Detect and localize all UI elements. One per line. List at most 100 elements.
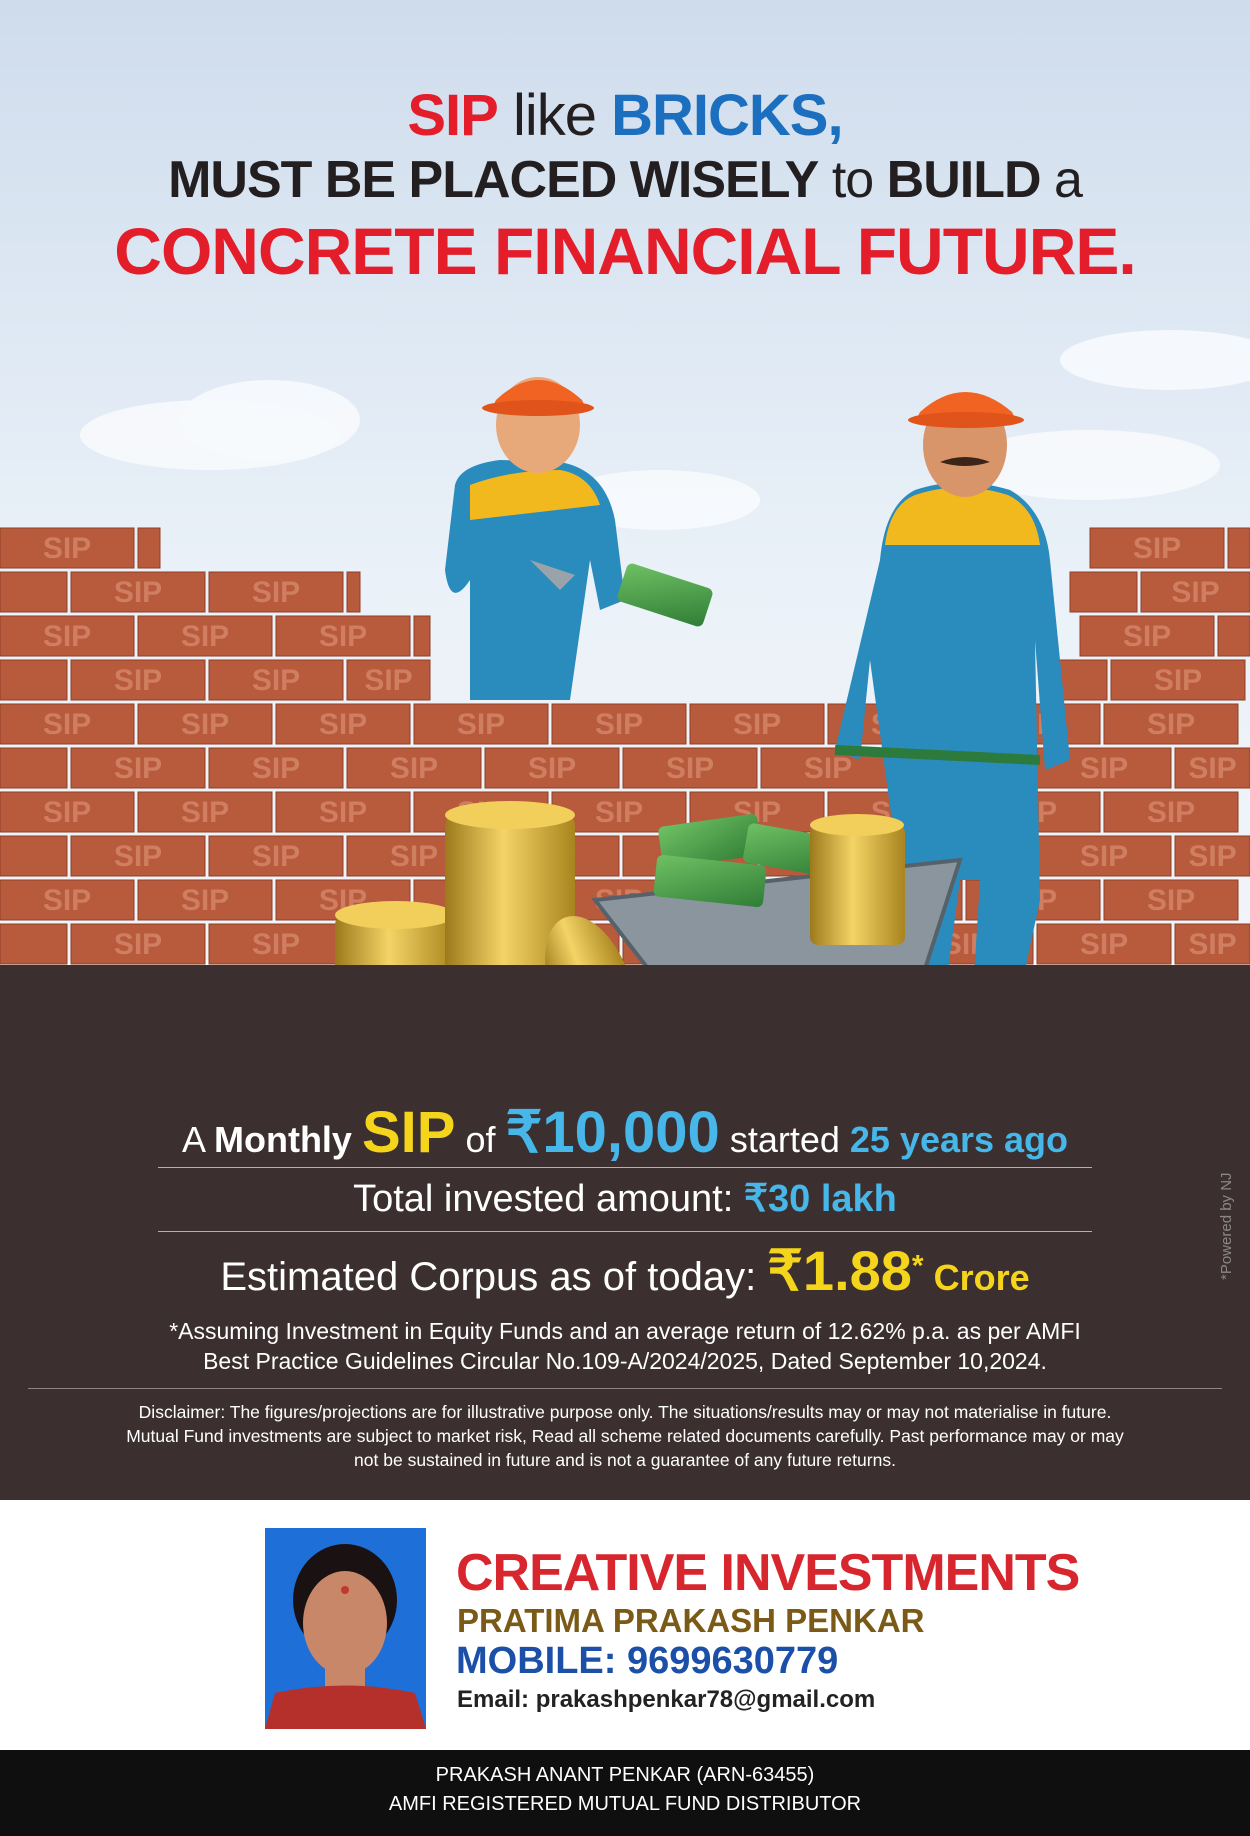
brick: [346, 571, 361, 613]
brick: [622, 747, 758, 789]
corpus-asterisk: *: [911, 1249, 924, 1283]
brick-sip-label: SIP: [114, 576, 162, 609]
footer-distributor: AMFI REGISTERED MUTUAL FUND DISTRIBUTOR: [388, 1793, 862, 1815]
brick-sip-label: SIP: [1133, 532, 1181, 565]
brick-sip-label: SIP: [114, 928, 162, 961]
brick: [70, 659, 206, 701]
brick: [70, 571, 206, 613]
brick-sip-label: SIP: [1147, 708, 1195, 741]
disclaimer-line-2: Mutual Fund investments are subject to m…: [126, 1426, 1124, 1446]
brick-sip-label: SIP: [114, 840, 162, 873]
brick-sip-label: SIP: [1188, 928, 1236, 961]
brick-sip-label: SIP: [1080, 840, 1128, 873]
brick: [0, 791, 135, 833]
brick-sip-label: SIP: [666, 752, 714, 785]
stat-duration: 25 years ago: [849, 1119, 1069, 1160]
brick: [1174, 923, 1250, 965]
brick: [0, 527, 135, 569]
worker-left: [445, 377, 713, 700]
invested-value: ₹30 lakh: [743, 1178, 897, 1220]
brick: [275, 703, 411, 745]
headline-sip: SIP: [407, 83, 498, 148]
brick: [413, 703, 549, 745]
brick: [1103, 703, 1239, 745]
brick-sip-label: SIP: [252, 664, 300, 697]
headline-like: like: [497, 83, 612, 148]
brick-sip-label: SIP: [181, 708, 229, 741]
cloud: [1060, 330, 1250, 390]
brick: [137, 791, 273, 833]
brick: [208, 835, 344, 877]
brick: [0, 703, 135, 745]
brick-sip-label: SIP: [319, 620, 367, 653]
brick-sip-label: SIP: [1080, 752, 1128, 785]
stat-monthly: Monthly: [213, 1119, 352, 1160]
brick: [484, 747, 620, 789]
brick: [1217, 615, 1250, 657]
assumption-line-1: *Assuming Investment in Equity Funds and…: [169, 1318, 1081, 1344]
brick: [346, 659, 431, 701]
headline-bricks: BRICKS,: [611, 83, 843, 148]
assumption-line-2: Best Practice Guidelines Circular No.109…: [203, 1348, 1047, 1374]
brick: [137, 527, 161, 569]
brick: [689, 703, 825, 745]
brick-sip-label: SIP: [364, 664, 412, 697]
brick: [1140, 571, 1250, 613]
divider: [158, 1167, 1092, 1168]
brick-sip-label: SIP: [595, 796, 643, 829]
brick: [346, 747, 482, 789]
headline-line-1: SIP like BRICKS,: [0, 82, 1250, 149]
brick-sip-label: SIP: [1123, 620, 1171, 653]
assumption-note: *Assuming Investment in Equity Funds and…: [0, 1316, 1250, 1376]
brick-sip-label: SIP: [319, 708, 367, 741]
corpus-label: Estimated Corpus as of today:: [220, 1255, 768, 1299]
brick: [1089, 527, 1225, 569]
brick: [0, 835, 68, 877]
divider: [158, 1231, 1092, 1232]
brick: [1174, 835, 1250, 877]
brick: [1036, 835, 1172, 877]
brick: [0, 571, 68, 613]
brick-sip-label: SIP: [390, 752, 438, 785]
stat-of: of: [455, 1119, 506, 1160]
stat-started: started: [719, 1119, 850, 1160]
brick: [275, 791, 411, 833]
brick: [0, 923, 68, 965]
headline-line-3: CONCRETE FINANCIAL FUTURE.: [114, 214, 1136, 288]
brick-sip-label: SIP: [595, 708, 643, 741]
brick-sip-label: SIP: [1147, 884, 1195, 917]
brick: [137, 615, 273, 657]
brick-sip-label: SIP: [181, 620, 229, 653]
brick-sip-label: SIP: [457, 708, 505, 741]
brick-sip-label: SIP: [252, 576, 300, 609]
brick: [208, 923, 344, 965]
brick-sip-label: SIP: [252, 752, 300, 785]
brick: [1036, 923, 1172, 965]
brick: [275, 615, 411, 657]
brick-sip-label: SIP: [1080, 928, 1128, 961]
construction-illustration: SIP SIP SIP SIP SIP SIP SIP SIP SIP SIP SIP SIP SIP S…: [0, 377, 1250, 1075]
corpus-unit: Crore: [923, 1257, 1030, 1298]
footer-arn: PRAKASH ANANT PENKAR (ARN-63455): [435, 1764, 815, 1786]
brick: [208, 571, 344, 613]
brick: [1103, 879, 1239, 921]
brick: [70, 923, 206, 965]
email-address[interactable]: Email: prakashpenkar78@gmail.com: [457, 1686, 876, 1713]
corpus-value: ₹1.88: [767, 1239, 912, 1302]
brick: [0, 659, 68, 701]
mobile-number[interactable]: MOBILE: 9699630779: [456, 1640, 839, 1682]
divider: [28, 1388, 1222, 1389]
brick: [70, 835, 206, 877]
brick: [208, 747, 344, 789]
returns-panel: [0, 965, 1250, 1500]
cloud: [180, 380, 360, 460]
brick-sip-label: SIP: [43, 884, 91, 917]
total-invested-line: Total invested amount: ₹30 lakh: [0, 1176, 1250, 1221]
brick: [413, 615, 431, 657]
brick: [551, 703, 687, 745]
brick-sip-label: SIP: [114, 664, 162, 697]
brick-sip-label: SIP: [733, 708, 781, 741]
powered-by-label: *Powered by NJ: [1218, 1172, 1235, 1280]
stat-monthly-amount: ₹10,000: [505, 1100, 720, 1165]
